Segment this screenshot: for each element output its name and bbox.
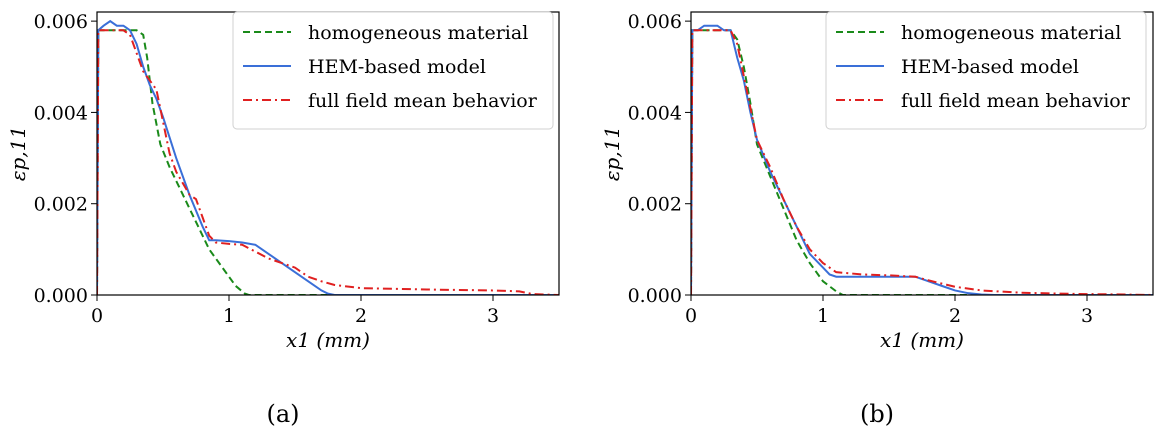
y-tick-label: 0.004: [628, 102, 682, 124]
legend-label: homogeneous material: [308, 22, 528, 44]
legend: homogeneous material HEM-based model full …: [825, 11, 1147, 130]
y-tick-label: 0.002: [34, 194, 88, 216]
y-tick-label: 0.004: [34, 102, 88, 124]
x-tick-label: 1: [817, 305, 829, 327]
y-tick-label: 0.000: [34, 285, 88, 307]
series-line-full-field-mean-behavior: [97, 29, 559, 295]
y-tick-label: 0.006: [628, 11, 682, 33]
y-tick-label: 0.002: [628, 194, 682, 216]
legend-box: [232, 11, 554, 130]
legend-label: full field mean behavior: [308, 90, 538, 112]
x-tick-label: 1: [223, 305, 235, 327]
series-line-hem-based-model: [97, 19, 559, 295]
x-tick-label: 0: [91, 305, 103, 327]
legend-label: full field mean behavior: [901, 90, 1131, 112]
series-line-hem-based-model: [691, 24, 1153, 295]
panel-label: (b): [860, 400, 894, 428]
x-tick-label: 2: [355, 305, 367, 327]
x-tick-label: 3: [1081, 305, 1093, 327]
x-tick-label: 2: [949, 305, 961, 327]
y-axis-label: εp,11: [6, 126, 30, 181]
x-axis-label: x1 (mm): [880, 328, 964, 352]
legend-label: HEM-based model: [308, 56, 486, 78]
y-axis-label: εp,11: [600, 126, 624, 181]
chart-panel-a: 0 1 2 3 0.000 0.002 0.004 0.006 x1 (mm) εp,11 homo…: [6, 11, 560, 428]
series-line-full-field-mean-behavior: [691, 29, 1153, 295]
legend: homogeneous material HEM-based model full …: [232, 11, 554, 130]
legend-box: [825, 11, 1147, 130]
y-tick-label: 0.006: [34, 11, 88, 33]
series-line-homogeneous-material: [97, 29, 559, 295]
x-tick-label: 0: [685, 305, 697, 327]
x-tick-label: 3: [487, 305, 499, 327]
legend-label: HEM-based model: [901, 56, 1079, 78]
y-tick-label: 0.000: [628, 285, 682, 307]
x-axis-label: x1 (mm): [286, 328, 370, 352]
panel-label: (a): [266, 400, 299, 428]
legend-label: homogeneous material: [901, 22, 1121, 44]
chart-panel-b: 0 1 2 3 0.000 0.002 0.004 0.006 x1 (mm) εp,11 homo…: [600, 11, 1154, 428]
